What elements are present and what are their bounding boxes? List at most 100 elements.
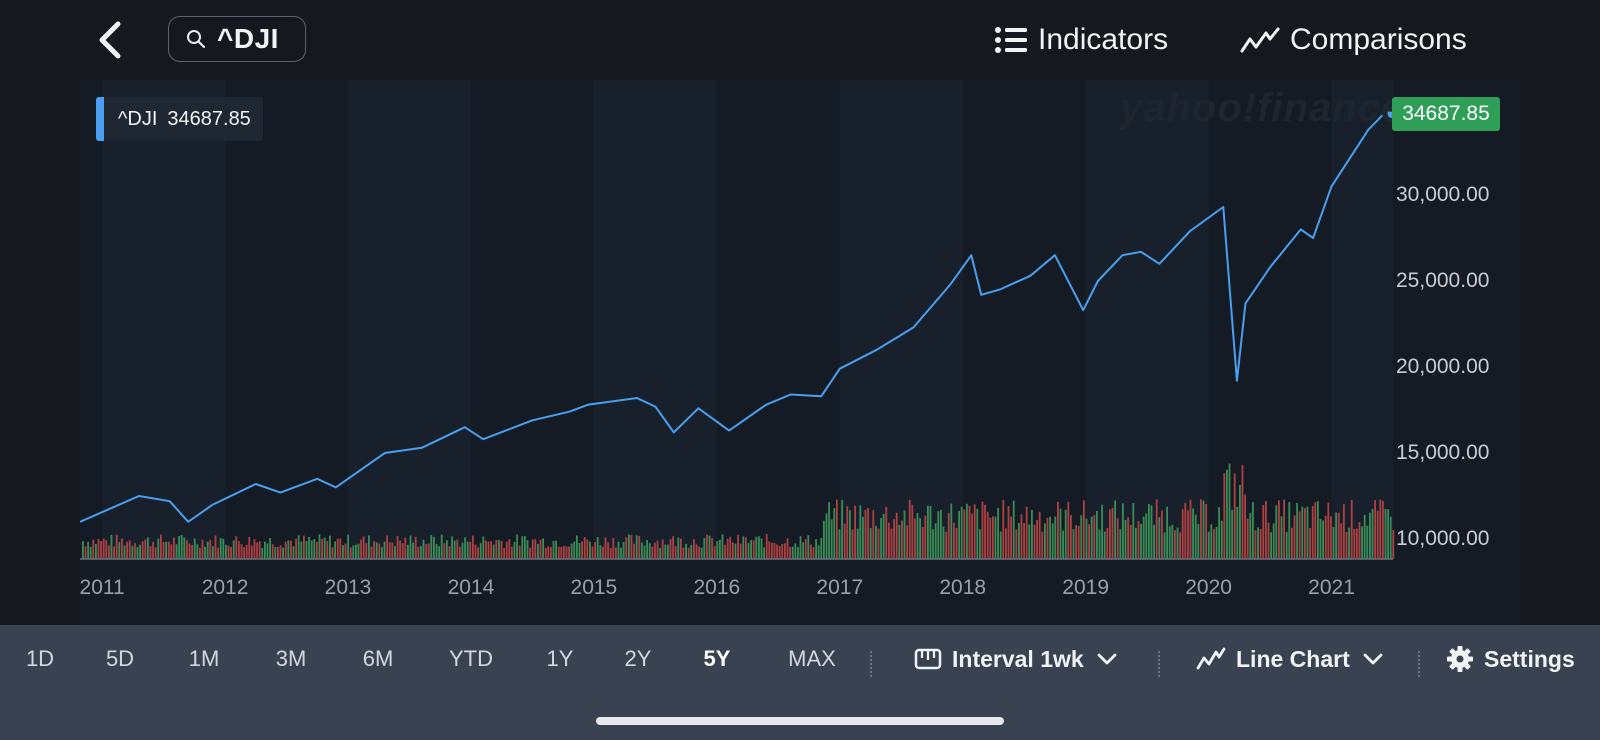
range-1d[interactable]: 1D: [25, 646, 55, 671]
volume-bar: [404, 537, 407, 559]
volume-bar: [1215, 526, 1218, 559]
volume-bar: [1285, 531, 1288, 559]
volume-bar: [370, 546, 373, 559]
volume-bar: [958, 511, 960, 559]
volume-bar: [1080, 515, 1083, 559]
volume-bar: [919, 518, 921, 559]
volume-bar: [1207, 531, 1210, 559]
volume-bar: [238, 541, 240, 559]
range-ytd[interactable]: YTD: [449, 646, 493, 671]
ruler-icon: [914, 648, 942, 670]
volume-bar: [687, 547, 690, 559]
comparisons-button[interactable]: Comparisons: [1240, 20, 1467, 60]
volume-bar: [924, 515, 927, 559]
search-input[interactable]: ^DJI: [168, 16, 306, 62]
volume-bar: [1200, 499, 1202, 559]
range-2y[interactable]: 2Y: [624, 646, 652, 671]
ticker-legend[interactable]: ^DJI 34687.85: [96, 97, 263, 141]
volume-bar: [1363, 514, 1366, 559]
volume-bar: [245, 544, 248, 559]
volume-bar: [451, 536, 453, 559]
volume-bar: [758, 536, 760, 559]
year-band: [1331, 80, 1393, 559]
volume-bar: [1171, 524, 1174, 559]
volume-bar: [1270, 532, 1272, 559]
last-price-tag: 34687.85: [1392, 97, 1500, 132]
volume-bar: [362, 536, 365, 559]
range-5d[interactable]: 5D: [105, 646, 135, 671]
volume-bar: [248, 536, 251, 559]
volume-bar: [521, 536, 524, 559]
price-chart[interactable]: yahoo!finance ^DJI 34687.85 34687.85 10,…: [80, 80, 1520, 625]
yahoo-finance-watermark: yahoo!finance: [1120, 86, 1405, 130]
volume-bar: [667, 544, 669, 559]
volume-bar: [360, 539, 362, 559]
volume-bar: [154, 547, 157, 559]
volume-bar: [290, 540, 292, 559]
range-3m[interactable]: 3M: [275, 646, 307, 671]
range-6m[interactable]: 6M: [362, 646, 394, 671]
volume-bar: [841, 499, 843, 559]
range-1m[interactable]: 1M: [188, 646, 220, 671]
volume-bar: [760, 538, 763, 559]
volume-bar: [1228, 463, 1231, 559]
indicators-button[interactable]: Indicators: [994, 20, 1168, 60]
range-1y[interactable]: 1Y: [546, 646, 574, 671]
line-chart-icon: [1196, 647, 1226, 670]
volume-bar: [1184, 502, 1187, 559]
volume-bar: [243, 547, 245, 559]
chart-type-selector[interactable]: Line Chart: [1196, 639, 1384, 679]
volume-bar: [131, 545, 134, 559]
volume-bar: [708, 535, 711, 559]
volume-bar: [661, 539, 664, 559]
volume-bar: [729, 536, 732, 559]
back-button[interactable]: [92, 18, 132, 62]
volume-bar: [1335, 512, 1337, 559]
volume-bar: [256, 542, 258, 559]
settings-button[interactable]: Settings: [1446, 639, 1575, 679]
y-axis-tick-label: 20,000.00: [1396, 355, 1490, 378]
volume-bar: [1345, 531, 1348, 559]
volume-bar: [659, 547, 661, 559]
year-band: [102, 80, 226, 559]
volume-bar: [781, 544, 784, 559]
volume-bar: [734, 543, 737, 559]
volume-bar: [334, 541, 336, 559]
chart-canvas: [80, 80, 1520, 625]
volume-bar: [323, 537, 326, 559]
volume-bar: [1098, 529, 1101, 559]
volume-bar: [568, 546, 570, 559]
interval-selector[interactable]: Interval 1wk: [914, 639, 1118, 679]
volume-bar: [1062, 530, 1064, 559]
volume-bar: [308, 537, 310, 559]
volume-bar: [526, 540, 529, 559]
volume-bar: [1371, 508, 1374, 559]
volume-bar: [552, 541, 555, 559]
volume-bar: [490, 541, 492, 559]
volume-bar: [1280, 516, 1283, 559]
volume-bar: [916, 513, 919, 559]
volume-bar: [365, 543, 368, 559]
volume-bar: [1096, 511, 1098, 559]
volume-bar: [1148, 504, 1150, 559]
volume-bar: [110, 534, 113, 559]
volume-bar: [92, 539, 95, 559]
range-5y[interactable]: 5Y: [703, 646, 731, 671]
volume-bar: [1241, 465, 1244, 559]
volume-bar: [121, 538, 123, 559]
volume-bar: [464, 537, 466, 559]
volume-bar: [266, 543, 269, 559]
volume-bar: [349, 547, 352, 559]
volume-bar: [651, 546, 654, 559]
volume-bar: [797, 546, 799, 559]
volume-bar: [1114, 500, 1116, 559]
volume-bar: [1309, 528, 1311, 559]
volume-bar: [773, 543, 776, 559]
volume-bar: [1158, 517, 1161, 559]
volume-bar: [1239, 484, 1241, 559]
volume-bar: [1124, 519, 1127, 559]
volume-bar: [144, 539, 147, 559]
range-max[interactable]: MAX: [788, 646, 836, 671]
volume-bar: [752, 540, 755, 559]
volume-bar: [1317, 501, 1319, 559]
